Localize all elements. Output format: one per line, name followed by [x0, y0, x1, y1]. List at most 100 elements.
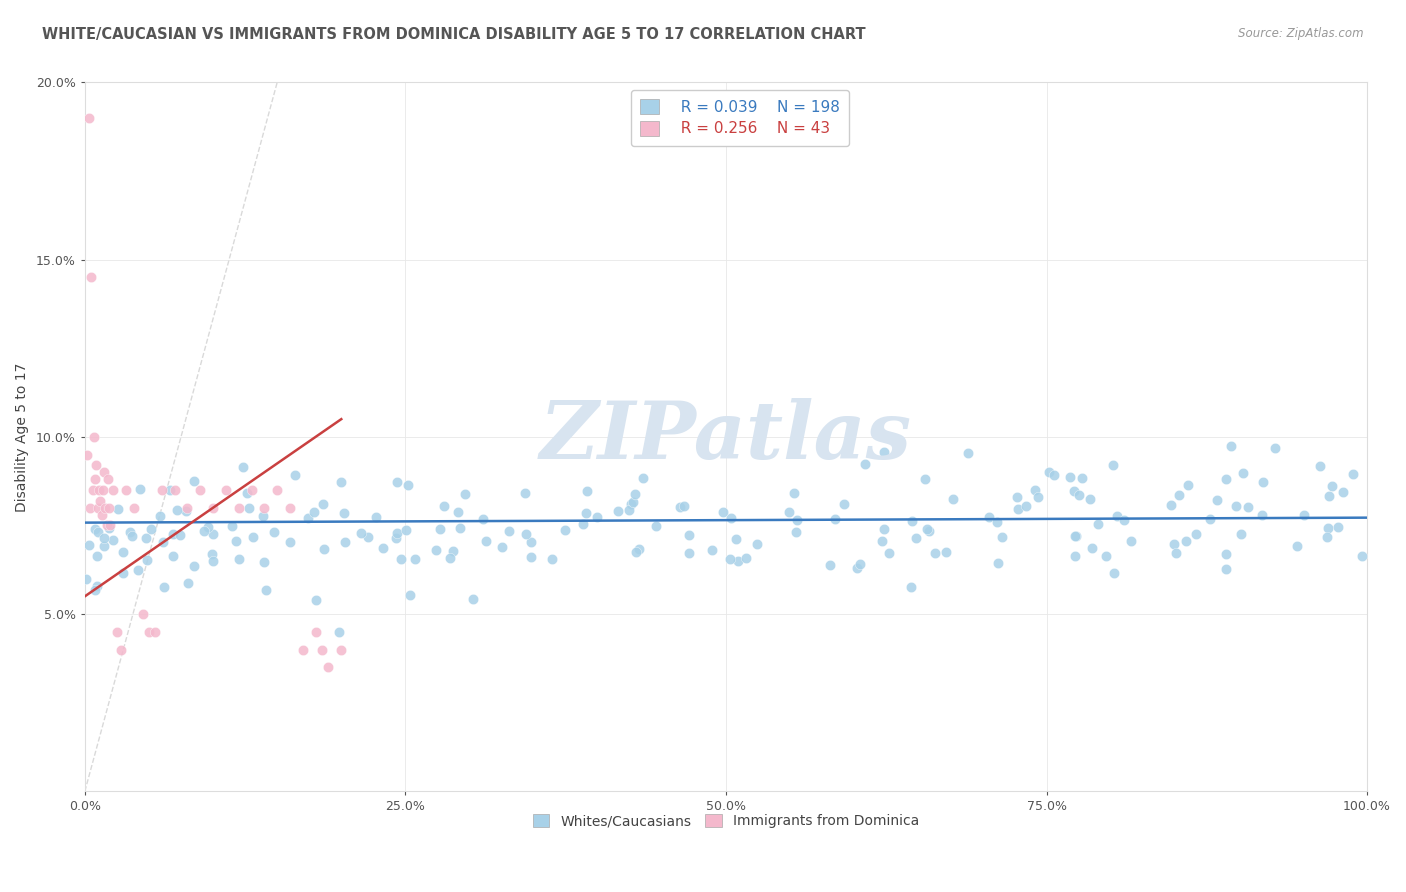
- Point: [1198, 512, 1220, 526]
- Point: [91, 483, 114, 497]
- Point: [1038, 466, 1060, 480]
- Point: [266, 483, 288, 497]
- Point: [678, 546, 700, 560]
- Point: [515, 526, 537, 541]
- Point: [240, 483, 263, 497]
- Point: [364, 510, 387, 524]
- Point: [474, 533, 496, 548]
- Point: [441, 543, 464, 558]
- Point: [621, 495, 644, 509]
- Point: [83, 583, 105, 598]
- Point: [193, 524, 215, 538]
- Point: [575, 483, 598, 498]
- Point: [201, 554, 224, 568]
- Point: [1043, 467, 1066, 482]
- Point: [83, 522, 105, 536]
- Point: [252, 508, 274, 523]
- Point: [201, 527, 224, 541]
- Point: [302, 505, 325, 519]
- Point: [1205, 492, 1227, 507]
- Point: [253, 555, 276, 569]
- Point: [1316, 521, 1339, 535]
- Point: [1175, 534, 1198, 549]
- Point: [631, 471, 654, 485]
- Point: [877, 546, 900, 560]
- Point: [848, 557, 870, 571]
- Point: [304, 624, 326, 639]
- Point: [1064, 529, 1087, 543]
- Point: [1232, 467, 1254, 481]
- Point: [399, 588, 422, 602]
- Point: [1185, 527, 1208, 541]
- Point: [1215, 472, 1237, 486]
- Point: [404, 551, 426, 566]
- Point: [129, 482, 152, 496]
- Point: [83, 430, 105, 444]
- Point: [617, 503, 640, 517]
- Point: [1081, 541, 1104, 556]
- Point: [131, 607, 153, 621]
- Point: [901, 514, 924, 528]
- Point: [700, 543, 723, 558]
- Point: [139, 522, 162, 536]
- Point: [735, 551, 758, 566]
- Point: [935, 545, 957, 559]
- Point: [942, 491, 965, 506]
- Point: [221, 519, 243, 533]
- Point: [1094, 549, 1116, 563]
- Point: [439, 550, 461, 565]
- Point: [183, 558, 205, 573]
- Point: [80, 270, 103, 285]
- Point: [607, 504, 630, 518]
- Point: [86, 458, 108, 473]
- Point: [1331, 484, 1354, 499]
- Point: [77, 111, 100, 125]
- Point: [253, 500, 276, 515]
- Point: [97, 521, 120, 535]
- Point: [1230, 527, 1253, 541]
- Point: [169, 528, 191, 542]
- Point: [162, 549, 184, 564]
- Point: [389, 552, 412, 566]
- Point: [727, 554, 749, 568]
- Point: [873, 445, 896, 459]
- Point: [1024, 483, 1046, 497]
- Point: [350, 526, 373, 541]
- Point: [1005, 490, 1028, 504]
- Point: [678, 528, 700, 542]
- Point: [263, 524, 285, 539]
- Point: [357, 530, 380, 544]
- Point: [136, 553, 159, 567]
- Point: [977, 509, 1000, 524]
- Point: [1026, 490, 1049, 504]
- Point: [1069, 488, 1091, 502]
- Point: [628, 541, 651, 556]
- Point: [900, 580, 922, 594]
- Point: [84, 472, 107, 486]
- Point: [90, 508, 112, 522]
- Point: [991, 530, 1014, 544]
- Point: [461, 591, 484, 606]
- Point: [832, 497, 855, 511]
- Point: [101, 483, 124, 497]
- Point: [87, 524, 110, 539]
- Point: [626, 545, 648, 559]
- Point: [396, 478, 419, 492]
- Point: [174, 504, 197, 518]
- Point: [1327, 520, 1350, 534]
- Point: [330, 642, 353, 657]
- Point: [1215, 547, 1237, 561]
- Point: [100, 518, 122, 533]
- Point: [291, 642, 314, 657]
- Point: [645, 519, 668, 533]
- Point: [112, 544, 135, 558]
- Point: [385, 531, 408, 545]
- Point: [1070, 471, 1092, 485]
- Point: [115, 483, 138, 497]
- Point: [385, 475, 408, 490]
- Point: [1316, 531, 1339, 545]
- Point: [93, 531, 115, 545]
- Point: [242, 529, 264, 543]
- Point: [1087, 517, 1109, 532]
- Point: [447, 504, 470, 518]
